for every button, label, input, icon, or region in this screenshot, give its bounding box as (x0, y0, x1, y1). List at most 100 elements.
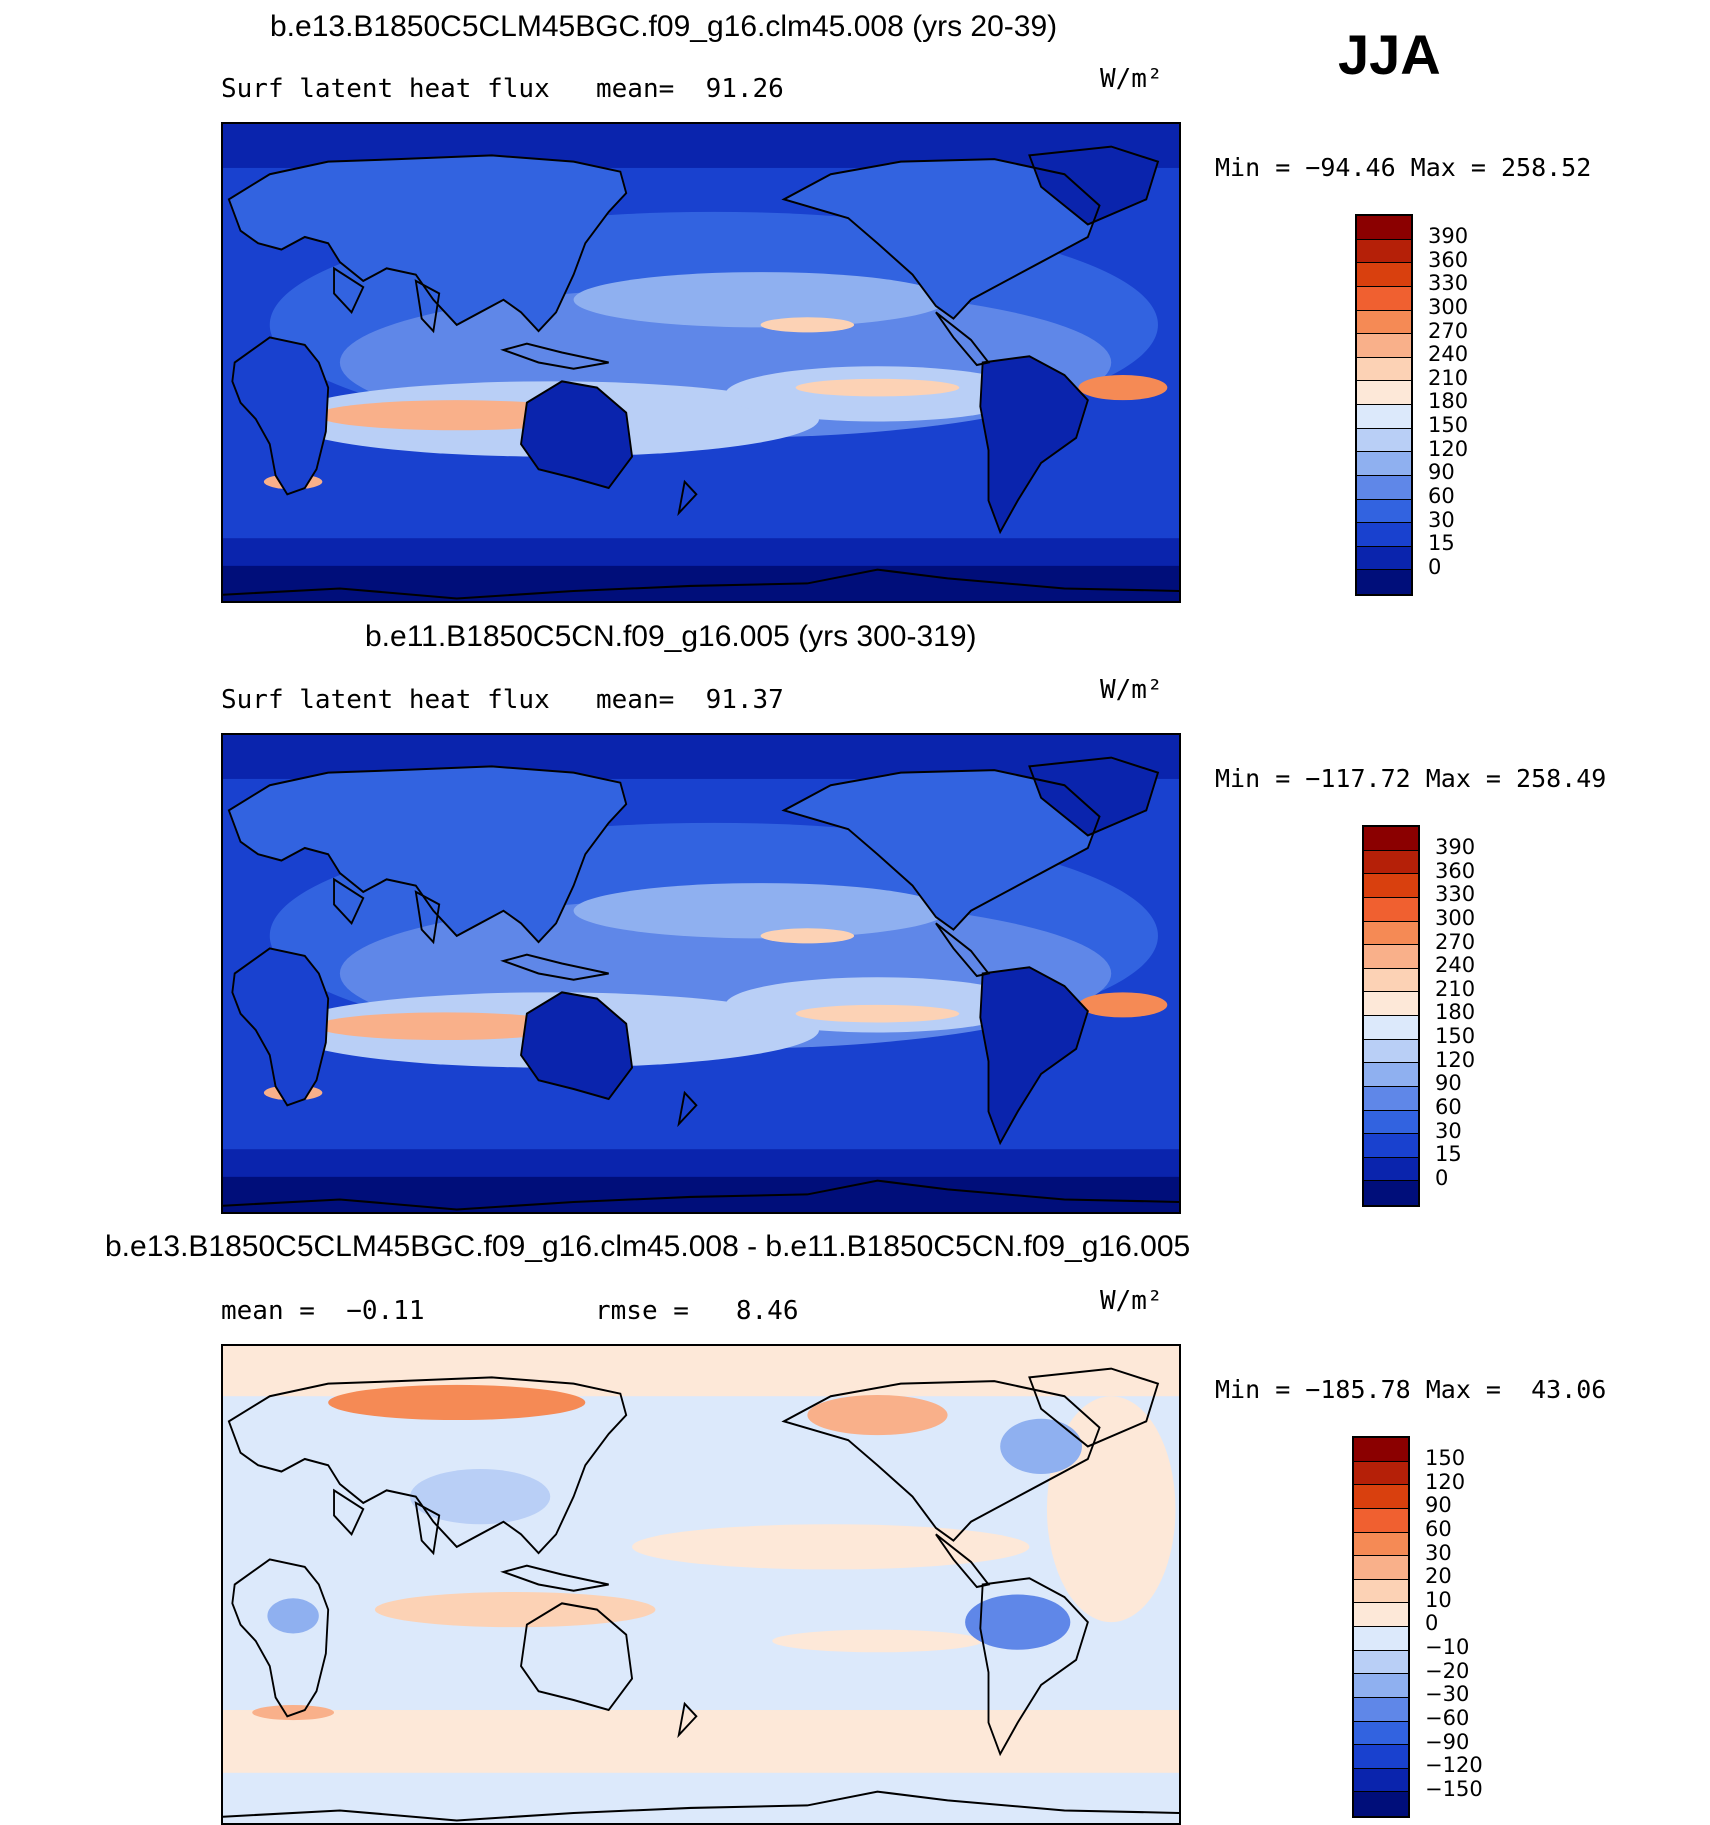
panel-3-mean-value: mean = −0.11 (221, 1296, 425, 1326)
colorbar-swatch (1357, 452, 1411, 476)
panel-1-units: W/m² (1100, 64, 1163, 94)
panel-1-minmax: Min = −94.46 Max = 258.52 (1215, 153, 1592, 182)
panel-1-variable-label: Surf latent heat flux (221, 74, 550, 104)
colorbar-swatch (1354, 1650, 1408, 1675)
colorbar-swatch (1364, 945, 1418, 969)
colorbar-swatch (1357, 499, 1411, 524)
colorbar-tick-label: −60 (1425, 1705, 1470, 1730)
colorbar-tick-label: 270 (1428, 318, 1469, 343)
colorbar-tick-label: 0 (1425, 1611, 1439, 1636)
colorbar-tick-label: −30 (1425, 1682, 1470, 1707)
colorbar-tick-label: 150 (1428, 413, 1469, 437)
panel-3-colorbar-labels: 150 120 90 60 30 20 10 0 −10 −20 −30 −60 −90 −120 −150 (1425, 1446, 1505, 1801)
panel-3-units: W/m² (1100, 1286, 1163, 1316)
colorbar-swatch (1354, 1438, 1408, 1462)
panel-3-colorbar (1352, 1436, 1410, 1818)
panel-2-units: W/m² (1100, 675, 1163, 705)
colorbar-tick-label: 15 (1435, 1142, 1462, 1167)
panel-1-map (221, 122, 1181, 603)
colorbar-tick-label: 330 (1435, 882, 1476, 907)
panel-1-colorbar-labels: 390 360 330 300 270 240 210 180 150 120 90 60 30 15 0 (1428, 226, 1508, 579)
colorbar-swatch (1364, 1016, 1418, 1040)
colorbar-swatch (1364, 1134, 1418, 1158)
colorbar-tick-label: 0 (1428, 554, 1442, 579)
colorbar-swatch (1357, 310, 1411, 335)
panel-1-colorbar (1355, 214, 1413, 596)
colorbar-swatch (1354, 1721, 1408, 1746)
colorbar-tick-label: 120 (1435, 1047, 1476, 1072)
panel-2-map (221, 733, 1181, 1214)
colorbar-tick-label: 30 (1428, 507, 1455, 532)
colorbar-swatch (1364, 1039, 1418, 1064)
season-label: JJA (1338, 23, 1441, 86)
colorbar-swatch (1364, 850, 1418, 875)
colorbar-tick-label: 60 (1435, 1094, 1462, 1119)
colorbar-swatch (1364, 921, 1418, 946)
colorbar-swatch (1354, 1768, 1408, 1793)
colorbar-tick-label: 360 (1428, 247, 1469, 272)
colorbar-tick-label: 30 (1425, 1540, 1452, 1565)
colorbar-tick-label: 20 (1425, 1564, 1452, 1589)
panel-2-variable-label: Surf latent heat flux (221, 685, 550, 715)
colorbar-tick-label: 0 (1435, 1165, 1449, 1190)
colorbar-tick-label: 90 (1425, 1493, 1452, 1518)
colorbar-tick-label: 300 (1428, 294, 1469, 319)
colorbar-swatch (1354, 1627, 1408, 1651)
panel-3-minmax: Min = −185.78 Max = 43.06 (1215, 1375, 1607, 1404)
colorbar-tick-label: 60 (1428, 483, 1455, 508)
colorbar-swatch (1364, 1181, 1418, 1205)
panel-2-field (223, 735, 1179, 1212)
colorbar-tick-label: 270 (1435, 929, 1476, 954)
colorbar-tick-label: 390 (1435, 835, 1476, 859)
colorbar-tick-label: 330 (1428, 271, 1469, 296)
panel-2-mean-value: mean= 91.37 (596, 685, 784, 715)
colorbar-swatch (1357, 523, 1411, 547)
panel-3-title: b.e13.B1850C5CLM45BGC.f09_g16.clm45.008 … (105, 1230, 1191, 1263)
colorbar-swatch (1357, 334, 1411, 358)
panel-3-field (223, 1346, 1179, 1823)
colorbar-swatch (1364, 897, 1418, 922)
colorbar-swatch (1364, 827, 1418, 851)
colorbar-tick-label: 15 (1428, 531, 1455, 556)
colorbar-tick-label: 180 (1435, 1000, 1476, 1025)
panel-1-field (223, 124, 1179, 601)
colorbar-swatch (1357, 475, 1411, 500)
colorbar-tick-label: 210 (1428, 365, 1469, 390)
colorbar-tick-label: 60 (1425, 1516, 1452, 1541)
colorbar-tick-label: 210 (1435, 976, 1476, 1001)
colorbar-tick-label: 90 (1435, 1071, 1462, 1096)
colorbar-tick-label: −10 (1425, 1635, 1470, 1659)
colorbar-swatch (1354, 1603, 1408, 1627)
colorbar-tick-label: 150 (1425, 1446, 1466, 1470)
colorbar-tick-label: 360 (1435, 858, 1476, 883)
colorbar-tick-label: 240 (1435, 953, 1476, 978)
colorbar-swatch (1357, 263, 1411, 287)
colorbar-tick-label: −150 (1425, 1776, 1483, 1801)
colorbar-swatch (1354, 1485, 1408, 1509)
panel-1-title: b.e13.B1850C5CLM45BGC.f09_g16.clm45.008 … (270, 10, 1058, 43)
colorbar-swatch (1354, 1461, 1408, 1486)
colorbar-tick-label: 240 (1428, 342, 1469, 367)
colorbar-swatch (1357, 428, 1411, 453)
colorbar-swatch (1357, 405, 1411, 429)
colorbar-tick-label: 30 (1435, 1118, 1462, 1143)
colorbar-tick-label: 180 (1428, 389, 1469, 414)
colorbar-tick-label: 10 (1425, 1587, 1452, 1612)
colorbar-swatch (1364, 874, 1418, 898)
panel-2-colorbar (1362, 825, 1420, 1207)
colorbar-swatch (1354, 1745, 1408, 1769)
colorbar-tick-label: 300 (1435, 905, 1476, 930)
colorbar-swatch (1357, 570, 1411, 594)
colorbar-swatch (1357, 239, 1411, 264)
colorbar-tick-label: −120 (1425, 1753, 1483, 1778)
colorbar-swatch (1354, 1556, 1408, 1580)
colorbar-swatch (1354, 1532, 1408, 1557)
panel-2-colorbar-labels: 390 360 330 300 270 240 210 180 150 120 90 60 30 15 0 (1435, 835, 1515, 1190)
colorbar-swatch (1354, 1792, 1408, 1816)
colorbar-swatch (1354, 1508, 1408, 1533)
colorbar-swatch (1357, 546, 1411, 571)
panel-2-minmax: Min = −117.72 Max = 258.49 (1215, 764, 1607, 793)
colorbar-swatch (1364, 992, 1418, 1016)
colorbar-tick-label: −90 (1425, 1729, 1470, 1754)
colorbar-swatch (1364, 1157, 1418, 1182)
